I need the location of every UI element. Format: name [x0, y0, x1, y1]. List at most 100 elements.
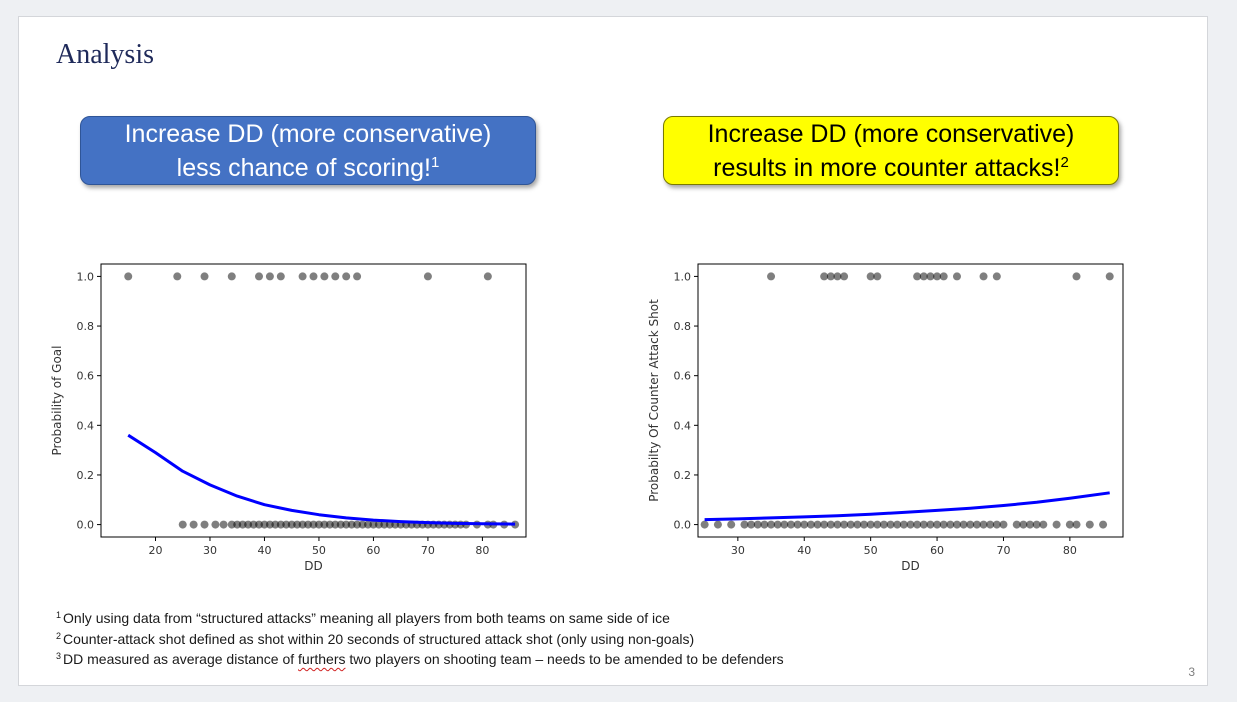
data-point-outcome-1 — [1072, 272, 1081, 281]
plot-frame — [100, 263, 527, 538]
data-point-outcome-0 — [1026, 520, 1035, 529]
data-point-outcome-1 — [173, 272, 182, 281]
slide-title: Analysis — [56, 39, 154, 70]
data-point-outcome-1 — [353, 272, 362, 281]
x-tick-label: 70 — [421, 544, 435, 557]
x-tick-label: 50 — [864, 544, 878, 557]
data-point-outcome-1 — [255, 272, 264, 281]
callout-goal-scoring: Increase DD (more conservative) less cha… — [80, 116, 536, 185]
data-point-outcome-0 — [1085, 520, 1094, 529]
data-point-outcome-1 — [124, 272, 133, 281]
x-tick-label: 60 — [366, 544, 380, 557]
chart-counter-attack-probability: 30 40 50 60 70 80 0.0 0.2 0.4 0.6 0.8 1.0 DD Probabil… — [644, 260, 1134, 585]
y-tick-label: 0.0 — [674, 519, 692, 532]
data-point-outcome-0 — [747, 520, 756, 529]
x-axis-label: DD — [901, 559, 919, 573]
callout-line1: Increase DD (more conservative) — [707, 119, 1075, 148]
y-tick-label: 1.0 — [77, 270, 95, 283]
y-tick-label: 0.8 — [674, 320, 692, 333]
spellcheck-flagged-word[interactable]: furthers — [298, 651, 346, 667]
data-point-outcome-0 — [860, 520, 869, 529]
data-point-outcome-1 — [873, 272, 882, 281]
data-point-outcome-1 — [939, 272, 948, 281]
data-point-outcome-1 — [952, 272, 961, 281]
footnote-marker: 3 — [56, 651, 62, 661]
data-point-outcome-0 — [767, 520, 776, 529]
data-point-outcome-0 — [873, 520, 882, 529]
data-point-outcome-1 — [820, 272, 829, 281]
y-tick-label: 0.6 — [77, 370, 95, 383]
data-point-outcome-1 — [298, 272, 307, 281]
data-point-outcome-0 — [992, 520, 1001, 529]
y-tick-label: 0.4 — [77, 419, 95, 432]
x-tick-label: 30 — [203, 544, 217, 557]
data-point-outcome-0 — [826, 520, 835, 529]
data-point-outcome-0 — [1032, 520, 1041, 529]
data-point-outcome-0 — [913, 520, 922, 529]
data-point-outcome-0 — [780, 520, 789, 529]
data-point-outcome-0 — [753, 520, 762, 529]
data-point-outcome-0 — [952, 520, 961, 529]
footnote-text-before: DD measured as average distance of — [63, 651, 299, 667]
footnote-marker: 2 — [56, 630, 62, 641]
chart-counter-attack-svg: 30 40 50 60 70 80 0.0 0.2 0.4 0.6 0.8 1.0 DD Probabil… — [647, 263, 1124, 573]
data-point-outcome-1 — [767, 272, 776, 281]
data-point-outcome-0 — [211, 520, 220, 529]
data-point-outcome-0 — [786, 520, 795, 529]
data-point-outcome-1 — [866, 272, 875, 281]
data-point-outcome-0 — [893, 520, 902, 529]
data-point-outcome-0 — [1065, 520, 1074, 529]
x-tick-label: 60 — [930, 544, 944, 557]
x-tick-label: 40 — [797, 544, 811, 557]
footnote-1: 1 Only using data from “structured attack… — [56, 608, 784, 629]
plot-frame — [697, 263, 1124, 538]
data-point-outcome-0 — [713, 520, 722, 529]
data-point-outcome-1 — [265, 272, 274, 281]
x-tick-label: 70 — [996, 544, 1010, 557]
footnote-3: 3 DD measured as average distance of furt… — [56, 649, 784, 670]
data-point-outcome-1 — [833, 272, 842, 281]
data-point-outcome-0 — [933, 520, 942, 529]
data-point-outcome-1 — [840, 272, 849, 281]
data-point-outcome-1 — [913, 272, 922, 281]
footnote-marker: 1 — [56, 610, 62, 620]
data-point-outcome-1 — [1105, 272, 1114, 281]
data-point-outcome-0 — [1039, 520, 1048, 529]
callout-line2-text: results in more counter attacks! — [713, 153, 1061, 182]
data-point-outcome-0 — [879, 520, 888, 529]
chart-goal-probability: 20 30 40 50 60 70 80 0.0 0.2 0.4 0.6 0.8 1.0 DD Probab… — [47, 260, 537, 585]
data-point-outcome-0 — [986, 520, 995, 529]
data-point-outcome-1 — [979, 272, 988, 281]
data-point-outcome-0 — [1099, 520, 1108, 529]
chart-goal-probability-svg: 20 30 40 50 60 70 80 0.0 0.2 0.4 0.6 0.8 1.0 DD Probab… — [50, 263, 527, 573]
callout-counter-attacks: Increase DD (more conservative) results … — [663, 116, 1119, 185]
footnote-text: Counter-attack shot defined as shot with… — [63, 630, 695, 647]
x-axis-label: DD — [304, 559, 322, 573]
footnotes: 1 Only using data from “structured attack… — [56, 608, 784, 670]
data-point-outcome-0 — [806, 520, 815, 529]
y-tick-label: 1.0 — [674, 270, 692, 283]
y-tick-label: 0.8 — [77, 320, 95, 333]
data-point-outcome-0 — [919, 520, 928, 529]
data-point-outcome-0 — [727, 520, 736, 529]
data-point-outcome-1 — [200, 272, 209, 281]
data-point-outcome-0 — [833, 520, 842, 529]
data-point-outcome-0 — [200, 520, 209, 529]
data-point-outcome-0 — [972, 520, 981, 529]
data-point-outcome-1 — [320, 272, 329, 281]
data-point-outcome-1 — [331, 272, 340, 281]
data-point-outcome-0 — [773, 520, 782, 529]
footnote-text: Only using data from “structured attacks… — [63, 610, 670, 626]
data-point-outcome-1 — [227, 272, 236, 281]
data-point-outcome-0 — [866, 520, 875, 529]
footnote-text-after: two players on shooting team – needs to … — [345, 651, 784, 667]
y-tick-label: 0.4 — [674, 419, 692, 432]
data-point-outcome-0 — [178, 520, 187, 529]
callout-footnote-ref: 2 — [1060, 153, 1069, 171]
data-point-outcome-0 — [800, 520, 809, 529]
data-point-outcome-0 — [793, 520, 802, 529]
slide: Analysis Increase DD (more conservative)… — [18, 16, 1208, 686]
y-tick-label: 0.2 — [674, 469, 692, 482]
logistic-fit-line — [704, 491, 1110, 522]
footnote-2: 2 Counter-attack shot defined as shot wit… — [56, 629, 784, 650]
